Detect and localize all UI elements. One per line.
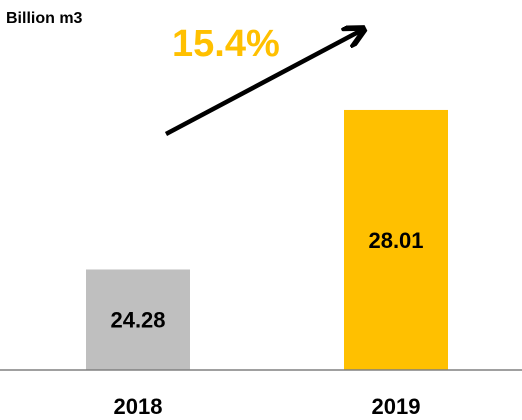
x-tick-label: 2019 [372,394,421,419]
bar [86,269,190,370]
value-label: 28.01 [368,228,423,253]
x-tick-label: 2018 [114,394,163,419]
axis-label: Billion m3 [6,10,83,27]
annotation: 15.4% [172,23,280,65]
trend-arrow [164,30,362,136]
bar [344,109,448,370]
value-label: 24.28 [110,308,165,333]
